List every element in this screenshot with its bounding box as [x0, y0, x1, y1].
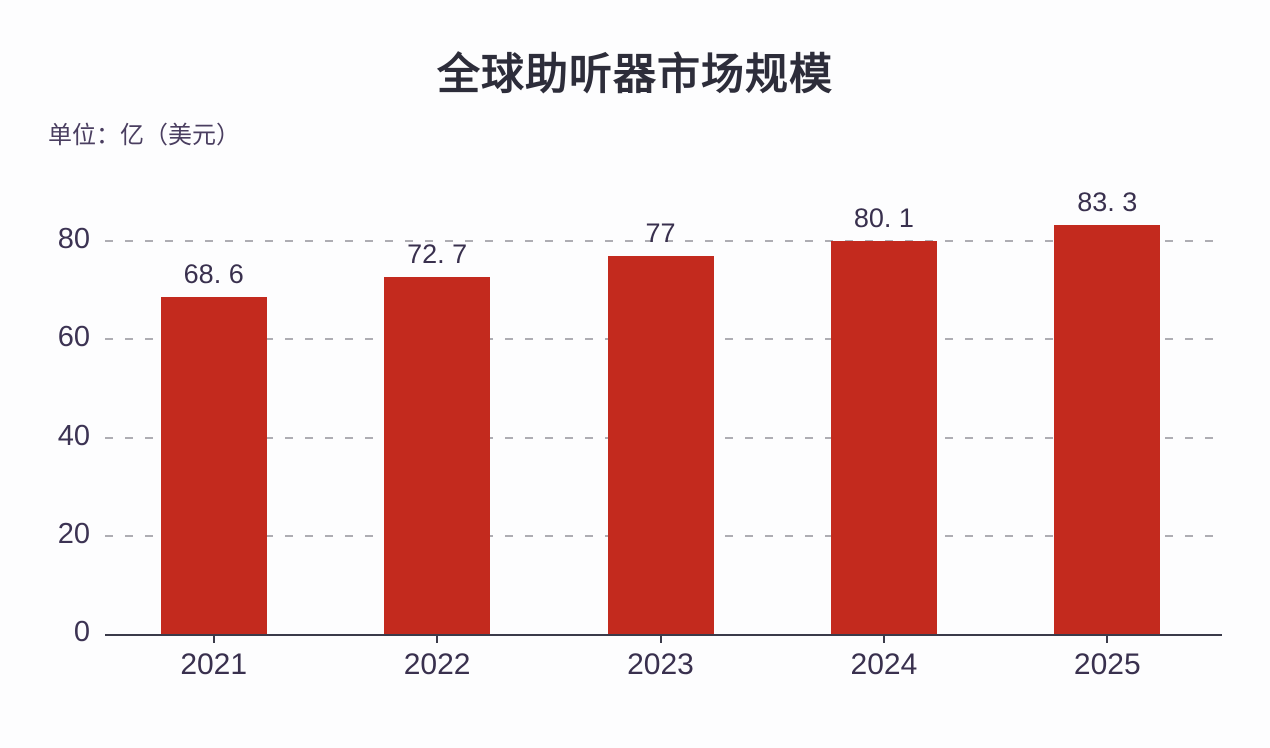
bar-2024 [830, 240, 937, 634]
x-tick-2021 [212, 634, 215, 643]
x-tick-2025 [1106, 634, 1109, 643]
x-axis-line [105, 634, 1222, 636]
value-label-2025: 83. 3 [1077, 186, 1138, 217]
x-label-2025: 2025 [1073, 648, 1141, 681]
plot-area: 68. 6 72. 7 77 80. 1 83. 3 [105, 187, 1222, 643]
gridline-80 [105, 240, 1222, 242]
y-tick-label-20: 20 [57, 517, 90, 550]
unit-label: 单位：亿（美元） [48, 122, 240, 149]
value-label-2021: 68. 6 [183, 259, 244, 290]
y-tick-label-60: 60 [57, 321, 90, 354]
bar-2022 [384, 276, 491, 634]
chart-title: 全球助听器市场规模 [437, 51, 833, 99]
bar-2025 [1054, 224, 1161, 634]
x-tick-2022 [436, 634, 439, 643]
bar-2023 [607, 255, 714, 634]
x-tick-2023 [659, 634, 662, 643]
x-label-2022: 2022 [403, 648, 471, 681]
value-label-2023: 77 [645, 217, 676, 248]
x-label-2023: 2023 [627, 648, 694, 681]
x-tick-2024 [882, 634, 885, 643]
bar-2021 [160, 297, 267, 634]
value-label-2024: 80. 1 [853, 202, 914, 233]
y-tick-label-80: 80 [57, 223, 90, 255]
y-tick-label-40: 40 [57, 419, 90, 452]
x-label-2021: 2021 [180, 648, 248, 681]
value-label-2022: 72. 7 [407, 238, 468, 269]
y-tick-label-0: 0 [73, 616, 90, 648]
x-label-2024: 2024 [850, 648, 918, 681]
